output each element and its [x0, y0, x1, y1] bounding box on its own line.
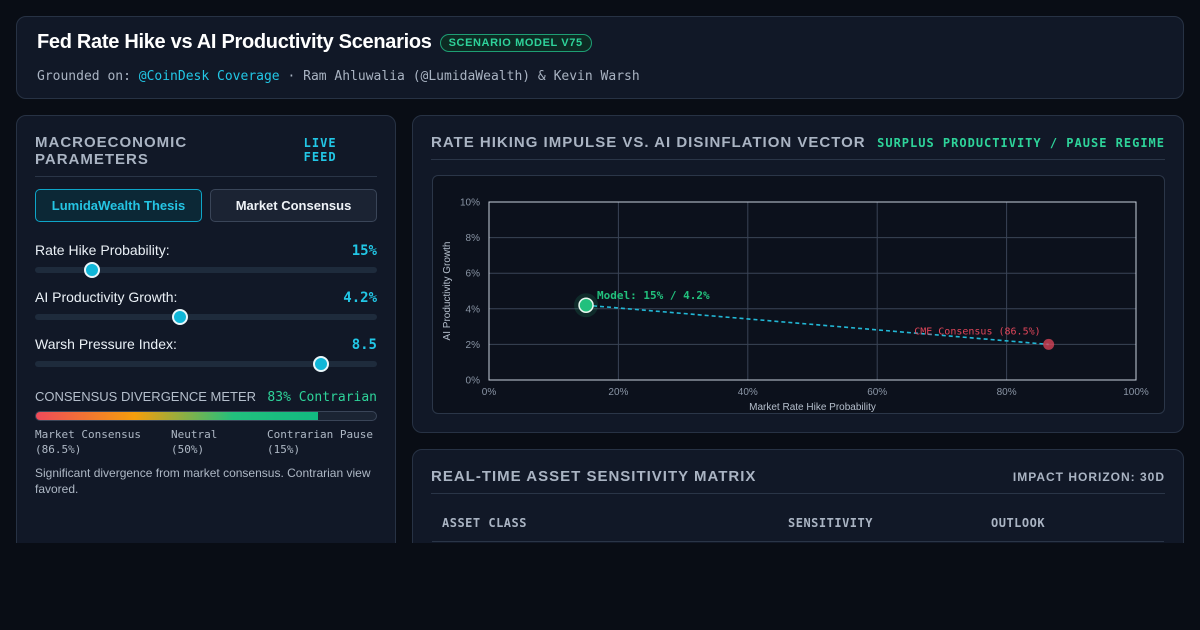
macro-parameters-panel: MACROECONOMIC PARAMETERS LIVE FEED Lumid…	[16, 115, 396, 555]
grounded-sources: · Ram Ahluwalia (@LumidaWealth) & Kevin …	[287, 69, 640, 84]
warsh-pressure-slider[interactable]	[35, 356, 377, 372]
divergence-note: Significant divergence from market conse…	[35, 466, 371, 496]
x-axis-label: Market Rate Hike Probability	[749, 402, 876, 413]
rate-hike-value: 15%	[351, 243, 377, 259]
ai-productivity-slider-group: AI Productivity Growth: 4.2%	[35, 289, 377, 325]
matrix-column-headers: ASSET CLASS SENSITIVITY OUTLOOK	[432, 516, 1164, 542]
chart-panel-header: RATE HIKING IMPULSE VS. AI DISINFLATION …	[431, 134, 1165, 160]
scale-contrarian-pause: Contrarian Pause (15%)	[267, 428, 373, 456]
x-tick-label: 40%	[738, 387, 758, 398]
model-point-label: Model: 15% / 4.2%	[597, 289, 710, 302]
matrix-title: REAL-TIME ASSET SENSITIVITY MATRIX	[431, 468, 757, 485]
ai-productivity-label: AI Productivity Growth:	[35, 289, 178, 305]
divergence-meter: CONSENSUS DIVERGENCE METER 83% Contraria…	[35, 389, 377, 497]
scenario-tabs: LumidaWealth Thesis Market Consensus	[35, 189, 377, 222]
scatter-chart: 0% 20% 40% 60% 80% 100% 0% 2% 4% 6% 8% 10% Market Ra…	[432, 175, 1165, 414]
impact-horizon-tag: IMPACT HORIZON: 30D	[1012, 470, 1165, 484]
scenario-connector-line	[585, 304, 1049, 346]
warsh-pressure-label: Warsh Pressure Index:	[35, 336, 177, 352]
warsh-pressure-value: 8.5	[351, 337, 377, 353]
divergence-meter-value: 83% Contrarian	[267, 390, 377, 405]
rate-hike-slider[interactable]	[35, 262, 377, 278]
y-tick-label: 0%	[466, 376, 481, 387]
params-panel-header: MACROECONOMIC PARAMETERS LIVE FEED	[35, 134, 377, 177]
warsh-pressure-slider-group: Warsh Pressure Index: 8.5	[35, 336, 377, 372]
column-outlook: OUTLOOK	[991, 516, 1046, 530]
chart-panel-title: RATE HIKING IMPULSE VS. AI DISINFLATION …	[431, 134, 866, 151]
divergence-meter-bar	[35, 411, 377, 421]
consensus-point-label: CME Consensus (86.5%)	[914, 326, 1040, 337]
ai-productivity-value: 4.2%	[343, 290, 377, 306]
x-tick-label: 0%	[482, 387, 497, 398]
grounding-line: Grounded on: @CoinDesk Coverage · Ram Ah…	[37, 69, 640, 84]
x-tick-label: 100%	[1123, 387, 1149, 398]
y-axis-label: AI Productivity Growth	[442, 242, 453, 341]
title-row: Fed Rate Hike vs AI Productivity Scenari…	[37, 31, 592, 54]
chart-panel: RATE HIKING IMPULSE VS. AI DISINFLATION …	[412, 115, 1184, 433]
column-asset-class: ASSET CLASS	[442, 516, 527, 530]
plot-border	[488, 201, 1137, 381]
rate-hike-label: Rate Hike Probability:	[35, 242, 170, 258]
scatter-chart-svg: 0% 20% 40% 60% 80% 100% 0% 2% 4% 6% 8% 10% Market Ra…	[442, 198, 1149, 414]
tab-lumidawealth-thesis[interactable]: LumidaWealth Thesis	[35, 189, 202, 222]
rate-hike-slider-group: Rate Hike Probability: 15%	[35, 242, 377, 278]
header-card: Fed Rate Hike vs AI Productivity Scenari…	[16, 16, 1184, 99]
coindesk-link[interactable]: @CoinDesk Coverage	[138, 69, 280, 84]
x-tick-label: 20%	[608, 387, 628, 398]
regime-tag: SURPLUS PRODUCTIVITY / PAUSE REGIME	[877, 136, 1165, 150]
x-tick-label: 60%	[867, 387, 887, 398]
rate-hike-slider-thumb[interactable]	[84, 262, 101, 278]
scale-market-consensus: Market Consensus (86.5%)	[35, 428, 141, 456]
column-sensitivity: SENSITIVITY	[788, 516, 873, 530]
ai-productivity-slider-thumb[interactable]	[172, 309, 188, 325]
ai-productivity-slider[interactable]	[35, 309, 377, 325]
y-tick-label: 6%	[466, 269, 481, 280]
matrix-header: REAL-TIME ASSET SENSITIVITY MATRIX IMPAC…	[431, 468, 1165, 494]
page-title: Fed Rate Hike vs AI Productivity Scenari…	[37, 31, 432, 53]
viewport-cutoff	[0, 543, 1200, 630]
model-point	[578, 297, 594, 313]
y-tick-label: 2%	[466, 340, 481, 351]
x-tick-label: 80%	[997, 387, 1017, 398]
scale-neutral: Neutral (50%)	[171, 428, 218, 456]
model-version-badge: SCENARIO MODEL V75	[439, 33, 592, 52]
live-feed-tag: LIVE FEED	[303, 136, 337, 164]
divergence-meter-fill	[36, 412, 319, 420]
divergence-meter-title: CONSENSUS DIVERGENCE METER	[35, 389, 257, 404]
params-panel-title: MACROECONOMIC PARAMETERS	[35, 134, 188, 168]
divergence-meter-scale: Market Consensus (86.5%) Neutral (50%) C…	[35, 427, 377, 457]
warsh-pressure-slider-thumb[interactable]	[312, 356, 329, 372]
y-tick-label: 10%	[460, 198, 480, 209]
grounded-prefix: Grounded on:	[37, 69, 131, 84]
consensus-point	[1043, 338, 1055, 350]
y-tick-label: 4%	[466, 304, 481, 315]
y-tick-label: 8%	[466, 233, 481, 244]
tab-market-consensus[interactable]: Market Consensus	[210, 189, 377, 222]
